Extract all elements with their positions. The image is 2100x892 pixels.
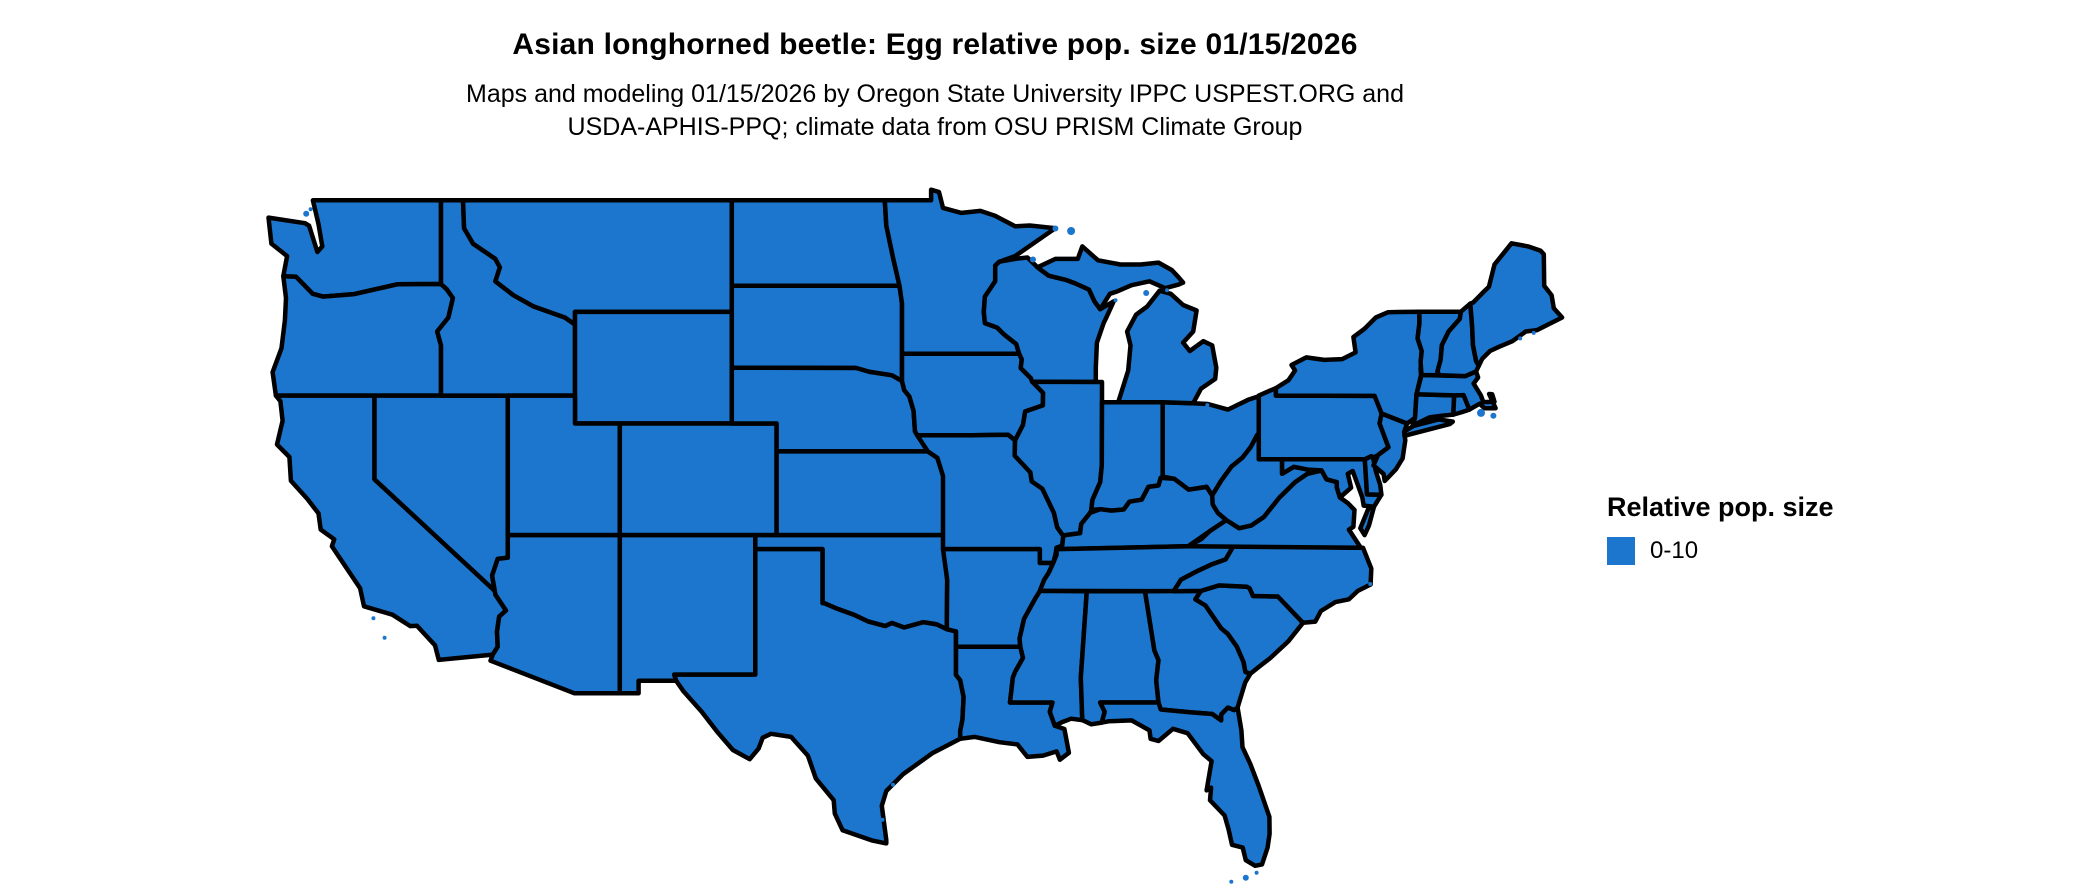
us-map bbox=[266, 187, 1565, 884]
state-me bbox=[1468, 241, 1565, 369]
island-dot bbox=[891, 782, 895, 787]
header: Asian longhorned beetle: Egg relative po… bbox=[0, 0, 1870, 144]
state-mi-up bbox=[1035, 244, 1186, 312]
state-pa bbox=[1256, 385, 1391, 462]
state-nc bbox=[1171, 543, 1374, 626]
island-dot bbox=[303, 210, 310, 217]
island-dot bbox=[1242, 874, 1249, 881]
state-nm bbox=[617, 532, 758, 696]
island-dot bbox=[1490, 412, 1497, 419]
state-fl bbox=[1097, 700, 1272, 869]
state-ma bbox=[1414, 369, 1498, 412]
island-dot bbox=[382, 635, 387, 640]
island-dot bbox=[308, 207, 313, 212]
island-dot bbox=[1477, 408, 1485, 417]
island-dot bbox=[1030, 256, 1036, 263]
state-ks bbox=[774, 449, 946, 538]
island-dot bbox=[1254, 870, 1259, 875]
island-dot bbox=[1518, 336, 1523, 341]
island-dot bbox=[1531, 330, 1536, 335]
island-dot bbox=[1229, 879, 1234, 884]
island-dot bbox=[880, 817, 885, 822]
island-dot bbox=[1205, 403, 1210, 408]
state-va-es bbox=[1358, 504, 1377, 538]
page-subtitle: Maps and modeling 01/15/2026 by Oregon S… bbox=[0, 78, 1870, 144]
page-title: Asian longhorned beetle: Egg relative po… bbox=[512, 28, 1358, 61]
state-mi bbox=[1115, 288, 1219, 406]
island-dot bbox=[1368, 582, 1373, 586]
island-dot bbox=[1067, 227, 1076, 235]
state-az bbox=[488, 532, 623, 696]
legend: Relative pop. size 0-10 bbox=[1607, 492, 1834, 565]
island-dot bbox=[1143, 290, 1150, 296]
legend-title: Relative pop. size bbox=[1607, 492, 1834, 522]
island-dot bbox=[1052, 225, 1059, 232]
state-or bbox=[270, 273, 456, 398]
island-dot bbox=[1113, 298, 1118, 303]
map-region bbox=[258, 185, 1578, 891]
legend-item-label: 0-10 bbox=[1650, 537, 1699, 564]
state-co bbox=[617, 421, 779, 538]
legend-color-swatch bbox=[1607, 537, 1635, 565]
island-dot bbox=[371, 616, 376, 621]
island-dot bbox=[1165, 288, 1169, 293]
state-ny-li bbox=[1402, 417, 1456, 439]
subtitle-line-1: Maps and modeling 01/15/2026 by Oregon S… bbox=[466, 80, 1404, 108]
state-tx bbox=[671, 546, 966, 846]
subtitle-line-2: USDA-APHIS-PPQ; climate data from OSU PR… bbox=[567, 113, 1303, 141]
state-nd bbox=[729, 198, 902, 288]
legend-item: 0-10 bbox=[1607, 537, 1834, 565]
state-wy bbox=[572, 309, 735, 426]
